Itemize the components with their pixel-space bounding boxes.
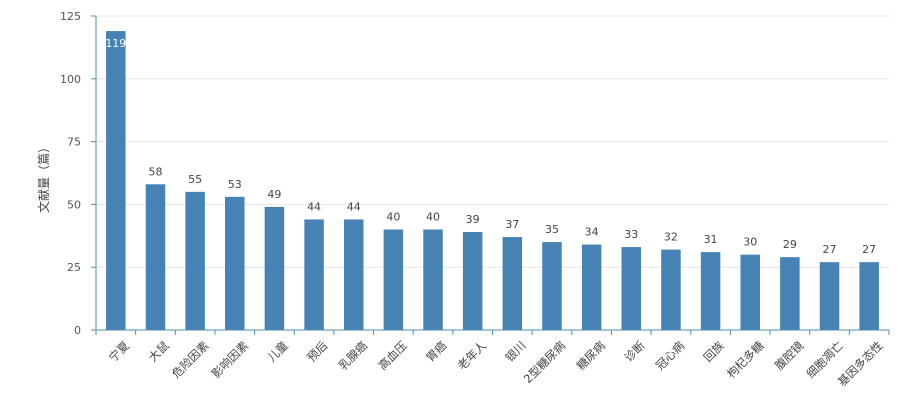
- bar-value-label: 49: [267, 188, 281, 201]
- x-tick-label: 诊断: [621, 338, 648, 365]
- x-tick-label: 危险因素: [169, 338, 211, 380]
- x-tick-label: 回族: [701, 338, 728, 365]
- bar: [423, 229, 443, 330]
- bar-value-label: 29: [783, 238, 797, 251]
- x-tick-label: 宁夏: [106, 338, 133, 365]
- x-tick-label: 儿童: [265, 338, 291, 364]
- bar-value-label: 53: [228, 178, 242, 191]
- bar: [383, 229, 404, 330]
- bar-value-label: 39: [466, 213, 480, 226]
- bar: [780, 257, 800, 330]
- bar-value-label: 44: [347, 200, 361, 213]
- bar-value-label: 55: [188, 173, 202, 186]
- bar-value-label: 27: [823, 243, 837, 256]
- y-tick-label: 50: [67, 198, 81, 211]
- bar-value-label: 30: [743, 236, 757, 249]
- bar-value-label: 33: [624, 228, 638, 241]
- bar-value-label: 37: [505, 218, 519, 231]
- x-tick-label: 糖尿病: [574, 338, 609, 373]
- bar: [502, 237, 523, 330]
- bar-value-label: 27: [862, 243, 876, 256]
- bar: [462, 232, 483, 330]
- bar: [106, 31, 126, 331]
- y-tick-label: 125: [60, 10, 81, 23]
- x-tick-label: 腹腔镜: [772, 338, 807, 373]
- x-tick-label: 高血压: [375, 338, 409, 372]
- bar: [740, 254, 760, 330]
- y-tick-label: 100: [60, 73, 81, 86]
- x-tick-label: 银川: [503, 338, 529, 364]
- bar-value-label: 44: [307, 200, 321, 213]
- bar-value-label: 34: [585, 226, 599, 239]
- x-tick-label: 胃癌: [423, 338, 450, 365]
- y-axis-label: 文献量（篇）: [36, 141, 51, 213]
- gridlines: [96, 15, 889, 268]
- y-tick-label: 0: [74, 324, 81, 337]
- x-tick-label: 乳腺癌: [336, 338, 371, 373]
- bar: [264, 206, 285, 330]
- bar-value-labels: 119 58 55 53 49 44 44 40 40 39 37 35 34 33 32 31 30 29 27 2…: [105, 37, 876, 256]
- bar: [819, 262, 840, 330]
- x-tick-label: 大鼠: [146, 338, 173, 365]
- bar-value-label: 58: [148, 165, 162, 178]
- bar: [542, 242, 562, 330]
- y-tick-label: 25: [67, 261, 81, 274]
- bar-value-label: 40: [426, 211, 440, 224]
- x-tick-label: 冠心病: [653, 338, 688, 373]
- bar-value-label: 119: [105, 37, 126, 50]
- bars: [106, 31, 879, 331]
- bar: [304, 219, 324, 330]
- bar: [185, 191, 205, 330]
- bar-value-label: 32: [664, 231, 678, 244]
- bar: [343, 219, 364, 330]
- x-axis-ticks: 宁夏 大鼠危险因素影响因素 儿童 预后 乳腺癌 高血压 胃癌 老年人 银川2型糖尿病 糖尿病 诊断冠…: [95, 330, 890, 389]
- bar: [621, 247, 642, 330]
- bar: [661, 249, 681, 330]
- x-tick-label: 枸杞多糖: [724, 338, 767, 381]
- x-tick-label: 2型糖尿病: [521, 338, 569, 386]
- bar: [700, 252, 721, 330]
- bar: [145, 184, 166, 330]
- axes: [95, 16, 889, 331]
- y-tick-label: 75: [67, 136, 81, 149]
- bar: [859, 262, 879, 330]
- bar: [581, 244, 602, 330]
- x-tick-label: 预后: [304, 338, 330, 364]
- x-tick-label: 影响因素: [209, 338, 251, 380]
- bar-value-label: 40: [386, 211, 400, 224]
- y-axis-ticks: 0 25 50 75 100 125: [60, 10, 96, 337]
- bar-value-label: 35: [545, 223, 559, 236]
- bar-value-label: 31: [704, 233, 718, 246]
- x-tick-label: 老年人: [455, 338, 490, 373]
- bar: [225, 196, 245, 330]
